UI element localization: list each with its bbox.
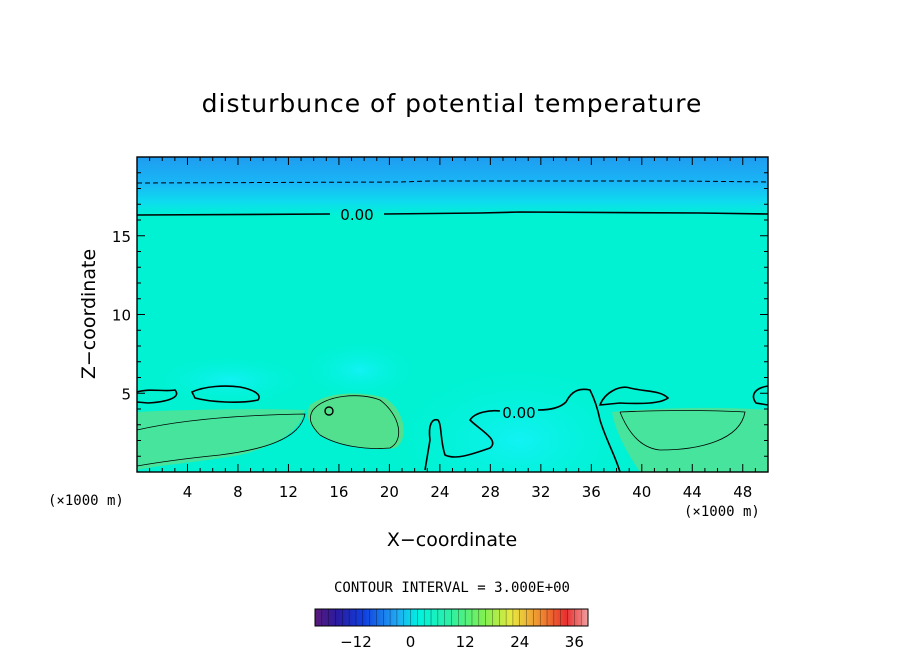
y-unit-label: (×1000 m) bbox=[48, 493, 124, 509]
contour-small-circle bbox=[324, 406, 334, 416]
colorbar: −12 0 12 24 36 bbox=[314, 608, 589, 651]
contour-zero-low-left bbox=[424, 409, 501, 471]
x-tick-label: 20 bbox=[380, 483, 399, 501]
y-tick-labels: 5 10 15 bbox=[112, 228, 131, 404]
warm-pocket-left bbox=[137, 409, 305, 470]
colorbar-tick-label: 0 bbox=[406, 633, 416, 651]
y-tick-label: 15 bbox=[112, 228, 131, 246]
x-tick-label: 28 bbox=[481, 483, 500, 501]
contour-label-top: 0.00 bbox=[340, 206, 373, 224]
contour-thin-right bbox=[619, 410, 746, 451]
colorbar-tick-label: 36 bbox=[565, 633, 584, 651]
x-tick-label: 44 bbox=[683, 483, 702, 501]
contour-interval-text: CONTOUR INTERVAL = 3.000E+00 bbox=[334, 580, 570, 596]
x-tick-label: 16 bbox=[329, 483, 348, 501]
plot-area bbox=[137, 157, 768, 472]
y-axis-label: Z−coordinate bbox=[78, 249, 100, 379]
colorbar-tick-label: −12 bbox=[340, 633, 372, 651]
contour-thin-center bbox=[309, 395, 399, 449]
contour-thin-left bbox=[137, 413, 306, 467]
x-tick-label: 12 bbox=[279, 483, 298, 501]
contour-lines bbox=[137, 180, 768, 472]
x-tick-labels: 4 8 12 16 20 24 28 32 36 40 44 48 bbox=[183, 483, 753, 501]
chart-title: disturbunce of potential temperature bbox=[202, 89, 703, 118]
colorbar-tick-label: 24 bbox=[510, 633, 529, 651]
contour-zero-low-right bbox=[537, 388, 621, 472]
cold-patch-left bbox=[150, 355, 310, 405]
contour-dashed-top bbox=[137, 180, 768, 184]
contour-left-blob-2 bbox=[190, 385, 260, 403]
x-axis-label: X−coordinate bbox=[387, 529, 517, 551]
x-tick-label: 48 bbox=[733, 483, 752, 501]
axis-ticks bbox=[137, 157, 768, 472]
cold-patch-mid bbox=[300, 340, 420, 400]
x-tick-label: 40 bbox=[632, 483, 651, 501]
y-tick-label: 10 bbox=[112, 307, 131, 325]
upper-layer bbox=[137, 157, 768, 215]
contour-zero-top-right bbox=[383, 211, 768, 215]
cold-pool bbox=[390, 360, 650, 472]
x-tick-label: 32 bbox=[531, 483, 550, 501]
contour-label-bottom: 0.00 bbox=[502, 404, 535, 422]
contour-left-blob bbox=[137, 389, 178, 404]
contour-right-edge bbox=[752, 385, 768, 406]
warm-pocket-right bbox=[612, 407, 768, 472]
x-tick-label: 4 bbox=[183, 483, 193, 501]
x-tick-label: 8 bbox=[233, 483, 243, 501]
colorbar-tick-labels: −12 0 12 24 36 bbox=[340, 633, 584, 651]
colorbar-tick-label: 12 bbox=[456, 633, 475, 651]
x-unit-label: (×1000 m) bbox=[684, 504, 760, 520]
contour-zero-top-left bbox=[137, 213, 331, 216]
contour-labels: 0.00 0.00 bbox=[340, 206, 535, 422]
x-tick-label: 36 bbox=[582, 483, 601, 501]
contour-zero-right-blob bbox=[598, 386, 670, 406]
colorbar-segments bbox=[321, 609, 582, 626]
y-tick-label: 5 bbox=[121, 385, 131, 403]
x-tick-label: 24 bbox=[430, 483, 449, 501]
